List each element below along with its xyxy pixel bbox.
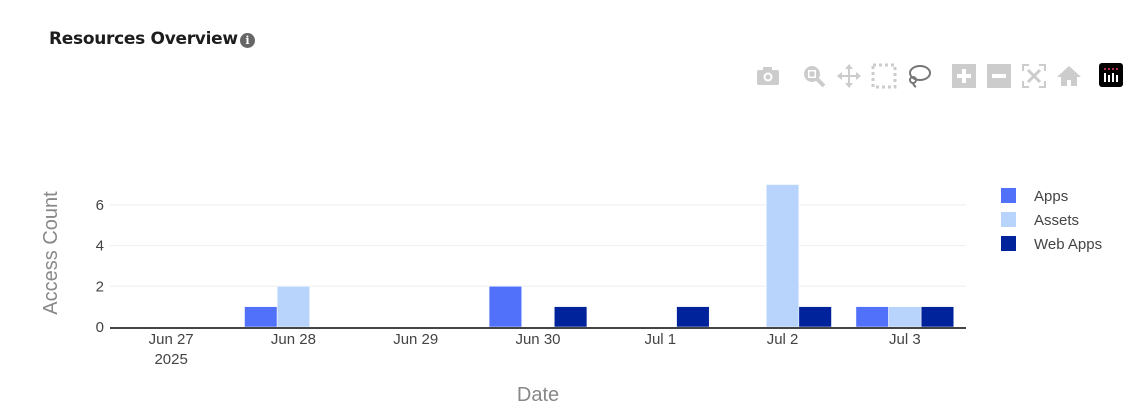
y-tick-label: 2 [96,278,104,295]
x-tick-label: Jun 29 [393,331,438,348]
legend-item: Web Apps [1034,236,1102,253]
bar-web-apps [920,306,955,328]
legend-item: Apps [1034,188,1068,205]
autoscale-icon[interactable] [1021,63,1047,89]
x-tick-label: Jun 27 [149,331,194,348]
x-tick-label: Jul 3 [889,331,921,348]
bar-assets [766,184,800,328]
zoom-icon[interactable] [801,63,827,89]
box-select-icon[interactable] [871,63,897,89]
zoom-out-icon[interactable] [986,63,1012,89]
legend-item: Assets [1034,212,1079,229]
pan-icon[interactable] [836,63,862,89]
bar-assets [276,286,310,328]
reset-axes-icon[interactable] [1056,63,1082,89]
bar-web-apps [798,306,832,328]
x-tick-year: 2025 [154,351,187,368]
x-tick-label: Jul 2 [767,331,799,348]
legend-swatch [1001,188,1016,203]
bar-apps [488,286,522,328]
y-tick-label: 4 [96,238,104,255]
bar-web-apps [554,306,588,328]
lasso-select-icon[interactable] [906,63,932,89]
x-axis-title: Date [517,384,559,406]
zoom-in-icon[interactable] [951,63,977,89]
camera-icon[interactable] [755,63,781,89]
legend-swatch [1001,236,1016,251]
bar-assets [888,306,922,328]
y-axis-title: Access Count [40,191,62,315]
x-tick-label: Jul 1 [644,331,676,348]
plotly-logo-icon[interactable] [1099,63,1123,87]
y-tick-label: 0 [96,319,104,336]
x-tick-label: Jun 28 [271,331,316,348]
info-icon[interactable]: i [240,33,255,48]
y-tick-label: 6 [96,197,104,214]
bar-apps [855,306,889,328]
bar-web-apps [676,306,710,328]
x-tick-label: Jun 30 [515,331,560,348]
bar-apps [244,306,278,328]
legend-swatch [1001,212,1016,227]
page-title: Resources Overview [49,29,238,49]
